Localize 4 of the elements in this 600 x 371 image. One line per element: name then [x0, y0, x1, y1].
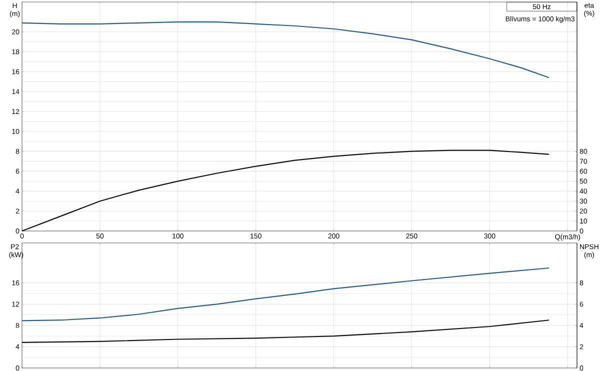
- line-series: [21, 21, 550, 78]
- line-series: [21, 320, 550, 343]
- line-series: [21, 150, 550, 232]
- line-series: [21, 267, 550, 322]
